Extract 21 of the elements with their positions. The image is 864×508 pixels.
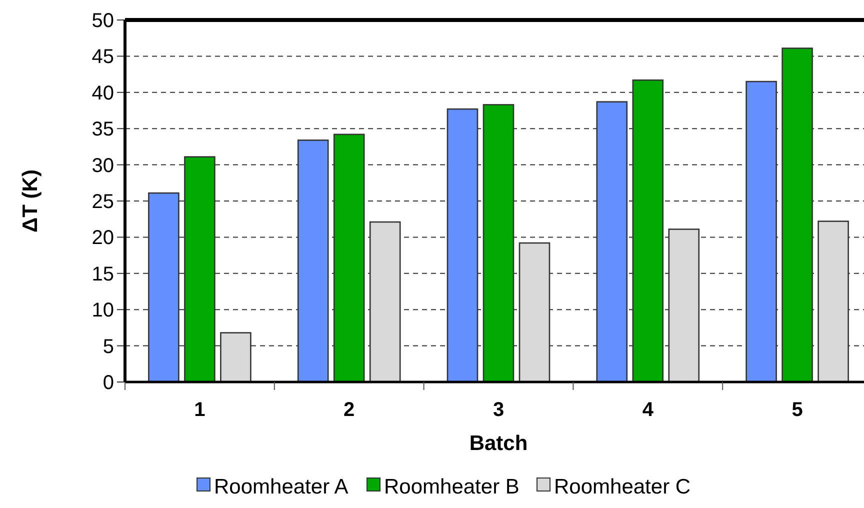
y-tick-label: 45 [92, 46, 114, 68]
y-tick-label: 15 [92, 263, 114, 286]
x-tick-label: 1 [194, 399, 206, 421]
y-tick-label: 5 [102, 336, 114, 358]
legend-label: Roomheater C [554, 475, 691, 498]
x-axis-title: Batch [469, 432, 528, 455]
legend-label: Roomheater A [214, 475, 348, 498]
y-tick-label: 25 [92, 191, 114, 213]
x-tick-label: 4 [642, 399, 654, 421]
y-tick-label: 0 [102, 372, 114, 394]
x-tick-label: 3 [492, 399, 504, 421]
y-tick-label: 50 [92, 10, 114, 32]
y-tick-label: 20 [92, 227, 114, 250]
y-tick-label: 35 [92, 118, 114, 141]
y-tick-label: 10 [92, 300, 114, 322]
y-tick-label: 40 [92, 82, 114, 104]
legend-label: Roomheater B [384, 475, 520, 498]
y-axis-title: ΔT (K) [19, 170, 42, 232]
x-tick-label: 2 [344, 399, 355, 421]
y-tick-label: 30 [92, 154, 114, 177]
x-tick-label: 5 [792, 399, 803, 421]
